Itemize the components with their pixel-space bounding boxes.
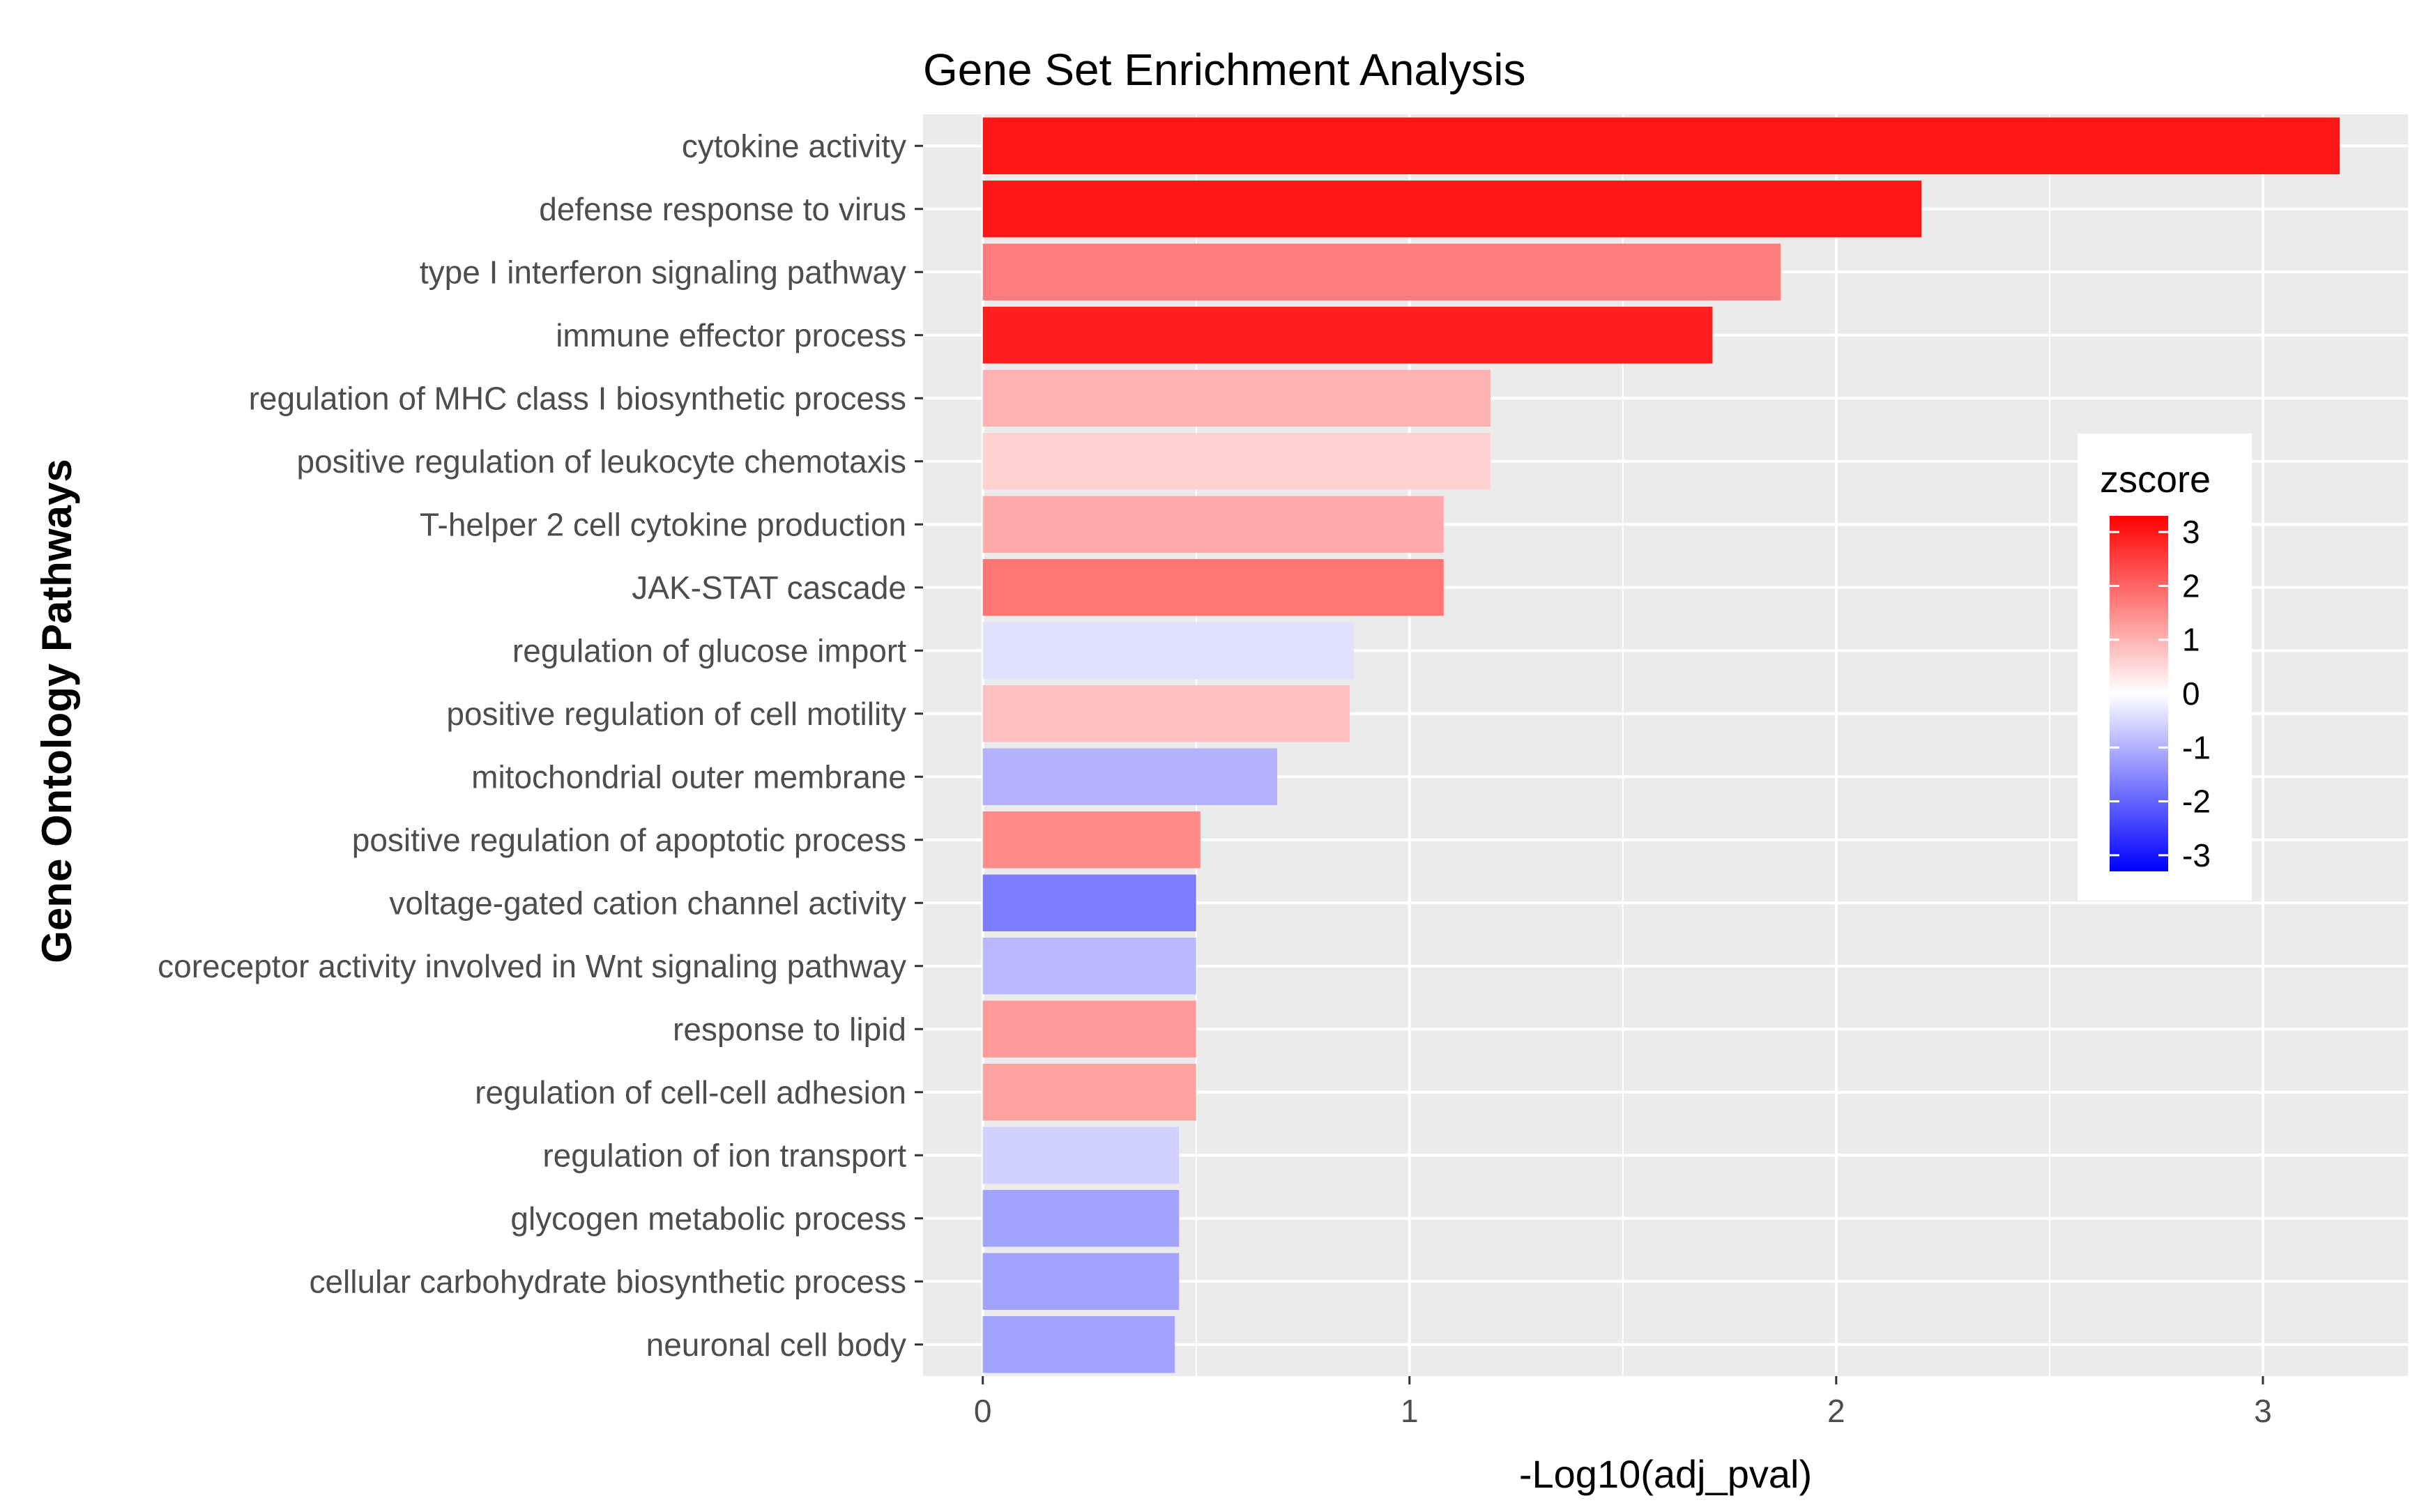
category-label: JAK-STAT cascade bbox=[632, 570, 906, 606]
bar bbox=[982, 1000, 1196, 1057]
category-label: cellular carbohydrate biosynthetic proce… bbox=[309, 1263, 906, 1299]
category-label: immune effector process bbox=[556, 317, 906, 353]
legend-tick-label: 0 bbox=[2182, 675, 2200, 712]
category-label: regulation of MHC class I biosynthetic p… bbox=[249, 380, 906, 416]
category-label: neuronal cell body bbox=[646, 1327, 906, 1363]
x-tick-label: 0 bbox=[974, 1393, 992, 1429]
legend-tick-label: 3 bbox=[2182, 514, 2200, 550]
bar bbox=[982, 622, 1355, 679]
bars-layer bbox=[982, 117, 2340, 1373]
bar bbox=[982, 433, 1491, 490]
y-axis-title: Gene Ontology Pathways bbox=[33, 459, 80, 963]
legend-tick-label: -3 bbox=[2182, 837, 2211, 873]
legend-tick-label: 2 bbox=[2182, 567, 2200, 604]
category-label: cytokine activity bbox=[682, 128, 906, 164]
category-label: response to lipid bbox=[673, 1011, 906, 1047]
x-axis-title: -Log10(adj_pval) bbox=[1519, 1452, 1812, 1496]
bar bbox=[982, 1253, 1180, 1310]
x-tick-labels: 0 1 2 3 bbox=[974, 1393, 2272, 1429]
category-labels: cytokine activity defense response to vir… bbox=[158, 128, 906, 1363]
y-tick-marks bbox=[915, 144, 923, 1346]
category-label: mitochondrial outer membrane bbox=[471, 758, 906, 795]
category-label: regulation of cell-cell adhesion bbox=[475, 1074, 906, 1110]
category-label: voltage-gated cation channel activity bbox=[389, 885, 906, 921]
bar bbox=[982, 874, 1196, 931]
legend-title: zscore bbox=[2100, 459, 2211, 501]
bar bbox=[982, 117, 2340, 174]
category-label: positive regulation of cell motility bbox=[446, 696, 906, 732]
legend-tick-label: -2 bbox=[2182, 784, 2211, 820]
x-tick-marks bbox=[982, 1376, 2264, 1384]
legend-ticks: 3 2 1 0 -1 -2 -3 bbox=[2110, 514, 2211, 873]
category-label: type I interferon signaling pathway bbox=[420, 254, 906, 290]
bar bbox=[982, 748, 1278, 805]
bar bbox=[982, 559, 1444, 616]
category-label: glycogen metabolic process bbox=[510, 1200, 906, 1237]
category-label: T-helper 2 cell cytokine production bbox=[420, 506, 906, 542]
bar bbox=[982, 369, 1491, 427]
bar bbox=[982, 811, 1201, 869]
bar bbox=[982, 1190, 1180, 1247]
category-label: regulation of glucose import bbox=[512, 632, 906, 669]
category-label: defense response to virus bbox=[539, 191, 906, 227]
bar bbox=[982, 685, 1350, 742]
bar bbox=[982, 496, 1444, 553]
bar bbox=[982, 307, 1713, 364]
category-label: positive regulation of apoptotic process bbox=[352, 822, 906, 858]
chart-title: Gene Set Enrichment Analysis bbox=[923, 45, 1525, 95]
bar bbox=[982, 181, 1922, 238]
bar bbox=[982, 243, 1781, 300]
x-tick-label: 3 bbox=[2254, 1393, 2272, 1429]
category-label: regulation of ion transport bbox=[542, 1137, 906, 1173]
x-tick-label: 1 bbox=[1401, 1393, 1419, 1429]
bar bbox=[982, 1127, 1180, 1184]
category-label: positive regulation of leukocyte chemota… bbox=[297, 443, 906, 480]
bar bbox=[982, 938, 1196, 995]
bar bbox=[982, 1316, 1175, 1373]
legend-tick-label: 1 bbox=[2182, 622, 2200, 658]
category-label: coreceptor activity involved in Wnt sign… bbox=[158, 948, 906, 984]
legend: zscore 3 2 1 0 -1 -2 -3 bbox=[2078, 434, 2252, 901]
x-tick-label: 2 bbox=[1827, 1393, 1845, 1429]
bar bbox=[982, 1064, 1196, 1121]
legend-tick-label: -1 bbox=[2182, 729, 2211, 765]
